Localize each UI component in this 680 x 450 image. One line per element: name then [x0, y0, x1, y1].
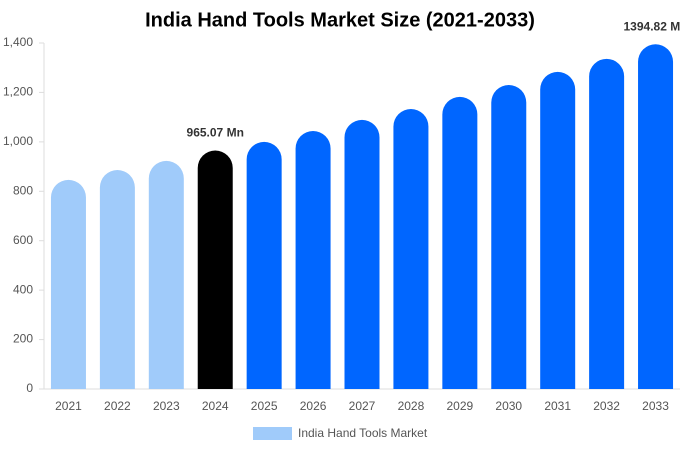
y-tick-label: 200 [13, 332, 33, 346]
x-tick-label: 2024 [202, 399, 229, 413]
bar [638, 44, 674, 389]
bar [246, 141, 282, 389]
x-tick-label: 2022 [104, 399, 131, 413]
y-tick-label: 600 [13, 233, 33, 247]
legend-label: India Hand Tools Market [298, 426, 428, 440]
x-tick-label: 2031 [544, 399, 571, 413]
x-tick-label: 2023 [153, 399, 180, 413]
x-tick-label: 2033 [642, 399, 669, 413]
x-tick-label: 2029 [446, 399, 473, 413]
bar [99, 170, 135, 389]
bar [393, 108, 429, 389]
y-tick-label: 800 [13, 183, 33, 197]
x-tick-label: 2021 [55, 399, 82, 413]
bar [540, 71, 576, 390]
y-tick-label: 400 [13, 282, 33, 296]
x-tick-label: 2030 [495, 399, 522, 413]
y-tick-label: 1,000 [3, 134, 33, 148]
bar [491, 85, 527, 389]
chart-title: India Hand Tools Market Size (2021-2033) [145, 9, 535, 31]
x-tick-label: 2028 [398, 399, 425, 413]
bar [295, 130, 331, 390]
x-tick-label: 2027 [349, 399, 376, 413]
data-label: 1394.82 Mn [624, 19, 680, 33]
y-tick-label: 1,400 [3, 35, 33, 49]
bar [148, 160, 184, 389]
bar [442, 96, 478, 390]
legend-swatch [253, 427, 292, 440]
data-label: 965.07 Mn [187, 126, 244, 140]
bar [589, 58, 625, 390]
bar [197, 150, 233, 389]
bar [344, 119, 380, 389]
y-tick-label: 0 [26, 381, 33, 395]
y-tick-label: 1,200 [3, 85, 33, 99]
x-tick-label: 2026 [300, 399, 327, 413]
bar [50, 179, 86, 389]
x-tick-label: 2032 [593, 399, 620, 413]
x-tick-label: 2025 [251, 399, 278, 413]
